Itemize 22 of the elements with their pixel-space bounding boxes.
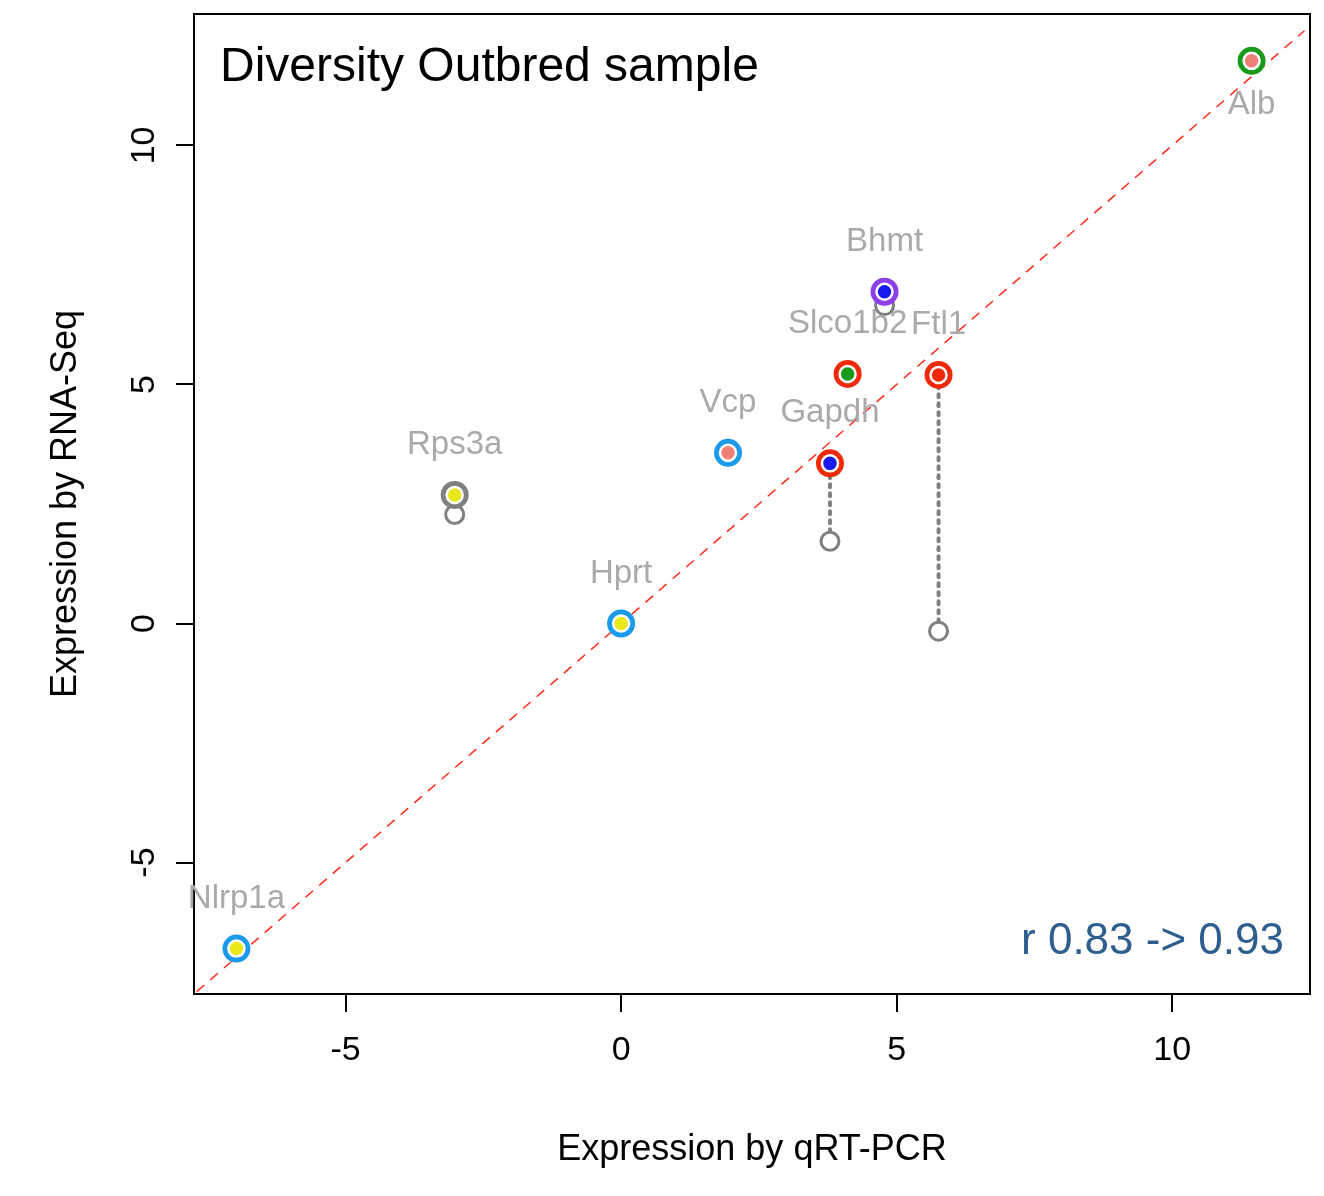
y-tick-label: 5: [123, 375, 162, 394]
annotation: Rps3a: [406, 424, 504, 462]
x-tick-label: -5: [330, 1028, 361, 1067]
y-tick-label: 0: [123, 614, 162, 633]
annotation: Hprt: [589, 552, 653, 590]
annotation: Bhmt: [846, 220, 924, 258]
annotation: Alb: [1227, 83, 1276, 121]
x-tick-label: 0: [611, 1028, 631, 1067]
y-tick-label: -5: [123, 847, 162, 878]
annotation: Vcp: [699, 381, 757, 419]
y-tick-label: 10: [123, 126, 162, 165]
text: Diversity Outbred sample: [220, 38, 759, 92]
point: [819, 530, 841, 552]
x-tick-label: 5: [887, 1028, 907, 1067]
x-axis-title: Expression by qRT-PCR: [557, 1127, 947, 1169]
annotation: Ftl1: [911, 304, 967, 342]
x-tick-label: 10: [1153, 1028, 1192, 1067]
point: [928, 620, 950, 642]
y-axis-title: Expression by RNA-Seq: [42, 309, 84, 699]
annotation: Slco1b2: [787, 303, 908, 341]
annotation: Gapdh: [780, 392, 880, 430]
annotation: r 0.83 -> 0.93: [1021, 914, 1284, 964]
